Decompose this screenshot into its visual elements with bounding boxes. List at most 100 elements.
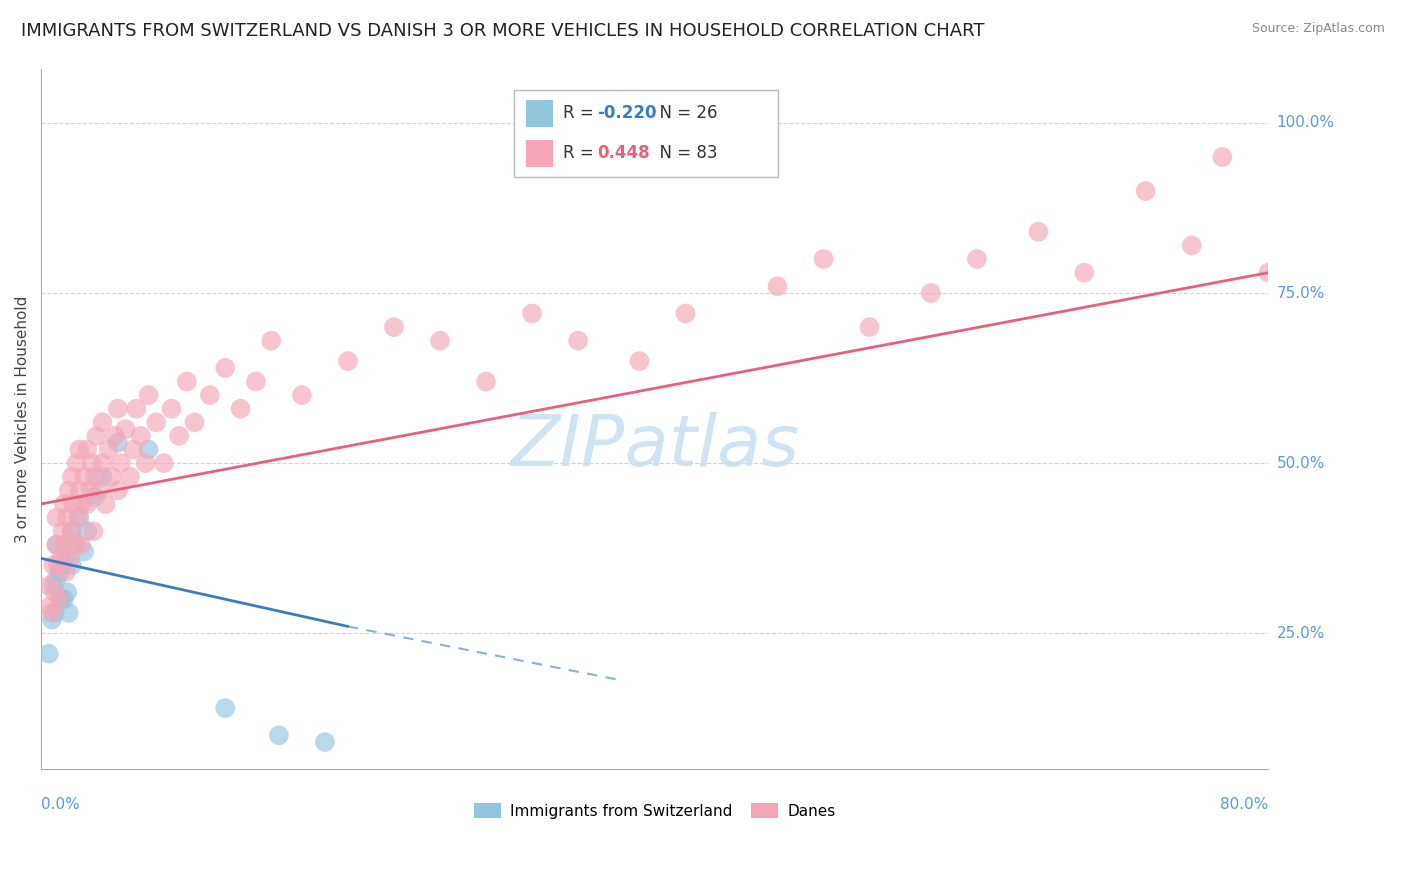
Point xyxy=(73,469,96,483)
Point xyxy=(89,483,111,498)
Point xyxy=(48,565,70,579)
Point xyxy=(245,375,267,389)
Point xyxy=(69,483,91,498)
Point xyxy=(567,334,589,348)
Point xyxy=(920,286,942,301)
Point xyxy=(60,524,83,538)
Point xyxy=(336,354,359,368)
Bar xyxy=(526,100,553,127)
Point xyxy=(260,334,283,348)
Point xyxy=(138,442,160,457)
Point xyxy=(42,579,65,593)
Point xyxy=(56,585,79,599)
Point xyxy=(429,334,451,348)
Point xyxy=(83,469,105,483)
Point xyxy=(628,354,651,368)
Point xyxy=(48,592,70,607)
Point xyxy=(107,483,129,498)
Point xyxy=(58,606,80,620)
Point xyxy=(49,592,72,607)
Point xyxy=(167,429,190,443)
Point xyxy=(52,524,75,538)
Point xyxy=(97,442,120,457)
Point xyxy=(82,524,104,538)
Point xyxy=(267,728,290,742)
Text: N = 26: N = 26 xyxy=(648,104,717,122)
Point xyxy=(1257,266,1279,280)
Point xyxy=(858,320,880,334)
Point xyxy=(76,524,98,538)
Point xyxy=(83,490,105,504)
Y-axis label: 3 or more Vehicles in Household: 3 or more Vehicles in Household xyxy=(15,295,30,542)
Point xyxy=(66,510,89,524)
Text: 80.0%: 80.0% xyxy=(1220,797,1268,813)
Point xyxy=(91,415,114,429)
Point xyxy=(45,572,67,586)
Point xyxy=(72,497,94,511)
Point xyxy=(69,510,91,524)
Point xyxy=(520,306,543,320)
Point xyxy=(56,510,79,524)
Point xyxy=(229,401,252,416)
Point xyxy=(80,456,103,470)
Point xyxy=(966,252,988,266)
Point xyxy=(107,401,129,416)
Text: N = 83: N = 83 xyxy=(648,145,717,162)
Point xyxy=(1026,225,1049,239)
Point xyxy=(475,375,498,389)
Point xyxy=(176,375,198,389)
Text: Source: ZipAtlas.com: Source: ZipAtlas.com xyxy=(1251,22,1385,36)
Point xyxy=(53,497,76,511)
Point xyxy=(1135,184,1157,198)
Point xyxy=(214,701,236,715)
Bar xyxy=(526,140,553,167)
Point xyxy=(76,497,98,511)
Point xyxy=(49,551,72,566)
Point xyxy=(122,442,145,457)
Point xyxy=(813,252,835,266)
Point xyxy=(44,606,66,620)
Point xyxy=(145,415,167,429)
Point xyxy=(314,735,336,749)
Point xyxy=(183,415,205,429)
Point xyxy=(134,456,156,470)
Point xyxy=(104,429,127,443)
Point xyxy=(125,401,148,416)
Text: 25.0%: 25.0% xyxy=(1277,625,1324,640)
Text: 100.0%: 100.0% xyxy=(1277,115,1334,130)
Text: 0.448: 0.448 xyxy=(598,145,650,162)
Point xyxy=(63,538,86,552)
Point xyxy=(160,401,183,416)
Text: R =: R = xyxy=(562,104,599,122)
Point xyxy=(382,320,405,334)
Point xyxy=(1211,150,1233,164)
Point xyxy=(110,456,132,470)
Point xyxy=(42,558,65,573)
Text: -0.220: -0.220 xyxy=(598,104,657,122)
Point xyxy=(73,544,96,558)
Point xyxy=(129,429,152,443)
Point xyxy=(41,613,63,627)
Point xyxy=(53,592,76,607)
Point xyxy=(55,565,77,579)
Point xyxy=(120,469,142,483)
Point xyxy=(1181,238,1204,252)
Point xyxy=(53,538,76,552)
Point xyxy=(63,538,86,552)
Point xyxy=(38,647,60,661)
Text: ZIPatlas: ZIPatlas xyxy=(510,412,799,482)
Point xyxy=(214,360,236,375)
Point xyxy=(86,429,108,443)
Point xyxy=(153,456,176,470)
Text: IMMIGRANTS FROM SWITZERLAND VS DANISH 3 OR MORE VEHICLES IN HOUSEHOLD CORRELATIO: IMMIGRANTS FROM SWITZERLAND VS DANISH 3 … xyxy=(21,22,984,40)
Point xyxy=(114,422,136,436)
Point xyxy=(39,599,62,613)
Point xyxy=(58,483,80,498)
Point xyxy=(76,442,98,457)
Point xyxy=(91,469,114,483)
Point xyxy=(69,442,91,457)
Point xyxy=(45,538,67,552)
Point xyxy=(52,558,75,573)
Point xyxy=(55,551,77,566)
Point xyxy=(70,538,93,552)
